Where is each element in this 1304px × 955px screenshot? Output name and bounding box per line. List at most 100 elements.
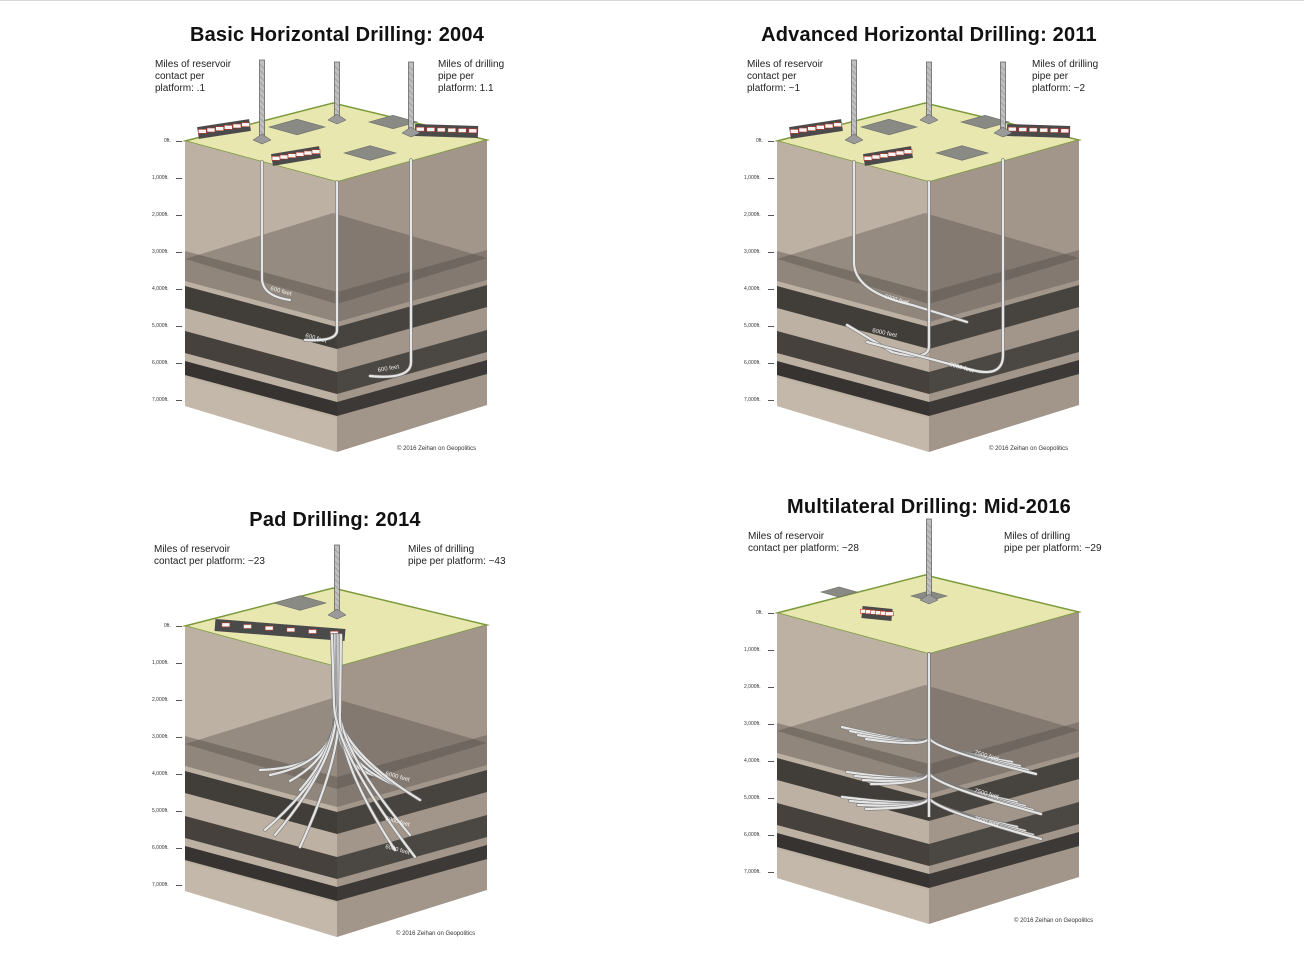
depth-label: 1,000ft. [152,660,169,666]
depth-label: 5,000ft. [152,323,169,329]
rig-lattice [408,95,414,102]
truck [798,127,808,133]
depth-tick [176,737,182,738]
rig-lattice [926,77,932,84]
depth-label: 4,000ft. [744,758,761,764]
rig-lattice [259,81,265,88]
drill-pipe [338,633,397,852]
shale-layer-front [185,251,337,322]
depth-tick [768,326,774,327]
rig-lattice [926,540,932,547]
truck [224,125,233,130]
depth-tick [176,363,182,364]
road-strip [214,619,346,641]
depth-label: 6,000ft. [152,360,169,366]
truck [833,122,842,127]
rig-lattice [334,83,340,90]
rig-lattice [259,105,265,112]
rig-lattice [851,63,857,70]
drill-pad [267,118,327,136]
copyright-credit: © 2016 Zeihan on Geopolitics [1014,918,1094,924]
drilling-diagram: 600 feet 600 feet 600 feet [182,59,490,452]
depth-label: 4,000ft. [152,286,169,292]
rig-lattice [334,560,340,567]
rig-lattice [851,93,857,100]
rig-lattice [851,117,857,124]
rig-lattice [259,117,265,124]
rig-lattice [408,89,414,96]
depth-label: 2,000ft. [152,212,169,218]
reservoir-contact-note: Miles of reservoir contact per platform:… [748,531,859,554]
truck [279,154,289,160]
drill-pipe [260,160,292,302]
truck [215,126,224,131]
depth-label: 3,000ft. [744,249,761,255]
shale-layer-front [185,846,337,901]
depth-tick [176,626,182,627]
shale-layer-front [777,331,929,394]
depth-tick [768,798,774,799]
depth-label: 4,000ft. [152,771,169,777]
panel-pad-drilling: Pad Drilling: 2014 Miles of reservoir co… [0,485,650,955]
lower-rock-front [185,862,337,937]
truck [436,127,446,133]
shale-layer-side [337,815,487,879]
depth-label: 6,000ft. [152,845,169,851]
rig-lattice [334,548,340,555]
rig-lattice [334,71,340,78]
truck [426,127,436,132]
shale-layer-side [929,802,1079,866]
depth-label: 1,000ft. [152,175,169,181]
truck [311,149,321,154]
lateral-length-label: 6000 feet [872,328,898,339]
shale-layer-front [185,771,337,834]
road-strip [1006,124,1071,138]
shale-layer-side [929,360,1079,416]
rig-lattice [926,558,932,565]
truck [468,128,478,134]
rig-lattice [334,578,340,585]
shale-layer-front [777,286,929,349]
rig-lattice [408,71,414,78]
lower-rock-front [777,849,929,924]
panel-basic-horizontal-drilling: Basic Horizontal Drilling: 2004 Miles of… [0,0,650,470]
shale-layer-front [185,361,337,416]
truck [457,128,467,133]
truck [1018,127,1028,132]
truck [286,627,296,633]
depth-tick [768,687,774,688]
lower-rock-front [185,377,337,452]
drill-pad [819,586,859,598]
rig-lattice [851,87,857,94]
rig-lattice [926,576,932,583]
drill-pad [959,114,1011,130]
truck [221,622,231,628]
rig-lattice [926,71,932,78]
rig-lattice [926,534,932,541]
panel-advanced-horizontal-drilling: Advanced Horizontal Drilling: 2011 Miles… [592,0,1242,470]
rig-lattice [334,566,340,573]
lateral-length-label: 600 feet [377,364,400,374]
depth-tick [768,724,774,725]
depth-tick [176,252,182,253]
depth-label: 4,000ft. [744,286,761,292]
depth-label: 3,000ft. [152,734,169,740]
rig-lattice [334,65,340,72]
rig-lattice [259,63,265,70]
panel-title: Basic Horizontal Drilling: 2004 [189,24,485,46]
depth-tick [768,761,774,762]
rig-lattice [334,107,340,114]
truck [824,123,834,129]
lower-rock-front [777,377,929,452]
panel-title: Multilateral Drilling: Mid-2016 [786,496,1072,518]
truck [295,152,305,157]
truck [243,624,252,629]
rig-lattice [259,69,265,76]
drill-pipe [303,180,339,342]
shale-layer-side [929,330,1079,394]
reservoir-contact-note: Miles of reservoir contact per platform:… [747,59,824,94]
depth-tick [768,215,774,216]
rig-lattice [334,101,340,108]
rig-base [919,113,939,125]
